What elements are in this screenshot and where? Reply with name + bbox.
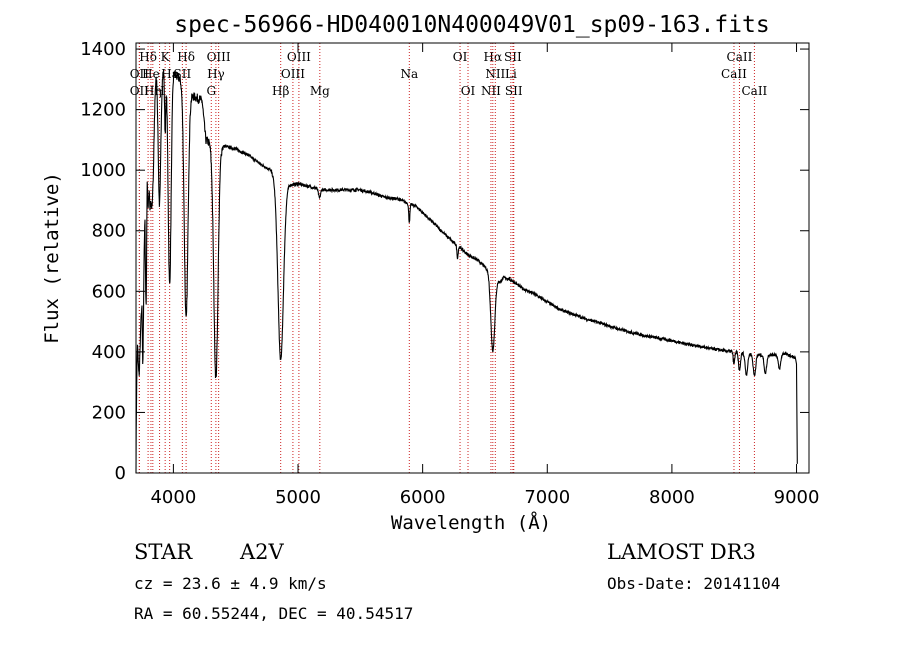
spectral-line-label: Hβ — [272, 84, 289, 98]
y-tick-label: 1400 — [80, 39, 126, 60]
ra-dec-coordinates: RA = 60.55244, DEC = 40.54517 — [134, 604, 413, 623]
y-tick-label: 1000 — [80, 160, 126, 181]
redshift-cz: cz = 23.6 ± 4.9 km/s — [134, 574, 327, 593]
y-tick-label: 800 — [92, 221, 126, 242]
spectral-line-label: OIII — [281, 67, 305, 81]
observation-date: Obs-Date: 20141104 — [607, 574, 780, 593]
spectral-line-label: CaII — [727, 50, 753, 64]
spectral-line-label: NII — [481, 84, 501, 98]
x-axis-label: Wavelength (Å) — [391, 511, 551, 534]
x-tick-label: 4000 — [150, 487, 196, 508]
spectral-line-label: SII — [505, 84, 523, 98]
x-tick-label: 7000 — [524, 487, 570, 508]
spectral-line-label: OI — [461, 84, 476, 98]
spectral-line-label: Hγ — [207, 67, 225, 81]
plot-frame — [135, 42, 810, 474]
spectral-line-label: Mg — [310, 84, 330, 98]
object-class: STAR — [134, 540, 193, 564]
x-tick-label: 5000 — [275, 487, 321, 508]
x-axis-ticks: 4000 5000 6000 7000 8000 9000 — [150, 43, 819, 508]
spectral-line-label: NII — [485, 67, 505, 81]
y-axis-label: Flux (relative) — [41, 172, 63, 344]
spectral-line-label: He — [142, 67, 160, 81]
spectral-line-label: Hδ — [177, 50, 195, 64]
x-tick-label: 8000 — [649, 487, 695, 508]
y-tick-label: 400 — [92, 342, 126, 363]
y-tick-label: 200 — [92, 402, 126, 423]
spectral-line-label: H — [154, 84, 164, 98]
y-tick-label: 0 — [115, 463, 126, 484]
spectral-line-label: OIII — [287, 50, 311, 64]
spectrum-line — [135, 70, 798, 474]
spectral-line-label: Hδ — [139, 50, 157, 64]
spectral-line-label: SII — [504, 50, 522, 64]
spectral-line-label: Hα — [484, 50, 503, 64]
spectral-line-label: CaII — [741, 84, 767, 98]
x-tick-label: 9000 — [774, 487, 820, 508]
y-tick-label: 600 — [92, 281, 126, 302]
chart-title: spec-56966-HD040010N400049V01_sp09-163.f… — [174, 12, 769, 38]
object-subclass: A2V — [239, 540, 285, 564]
spectral-line-label: G — [206, 84, 216, 98]
y-axis-ticks: 0 200 400 600 800 1000 1200 1400 — [80, 39, 809, 484]
y-tick-label: 1200 — [80, 100, 126, 121]
x-tick-label: 6000 — [400, 487, 446, 508]
spectral-line-label: OI — [453, 50, 468, 64]
spectral-line-label: OII — [130, 84, 150, 98]
spectral-line-label: K — [161, 50, 171, 64]
spectral-line-label: OIII — [207, 50, 231, 64]
spectral-line-label: Li — [505, 67, 517, 81]
spectral-line-label: CaII — [721, 67, 747, 81]
survey-name: LAMOST DR3 — [607, 540, 756, 564]
spectral-line-label: Na — [400, 67, 418, 81]
